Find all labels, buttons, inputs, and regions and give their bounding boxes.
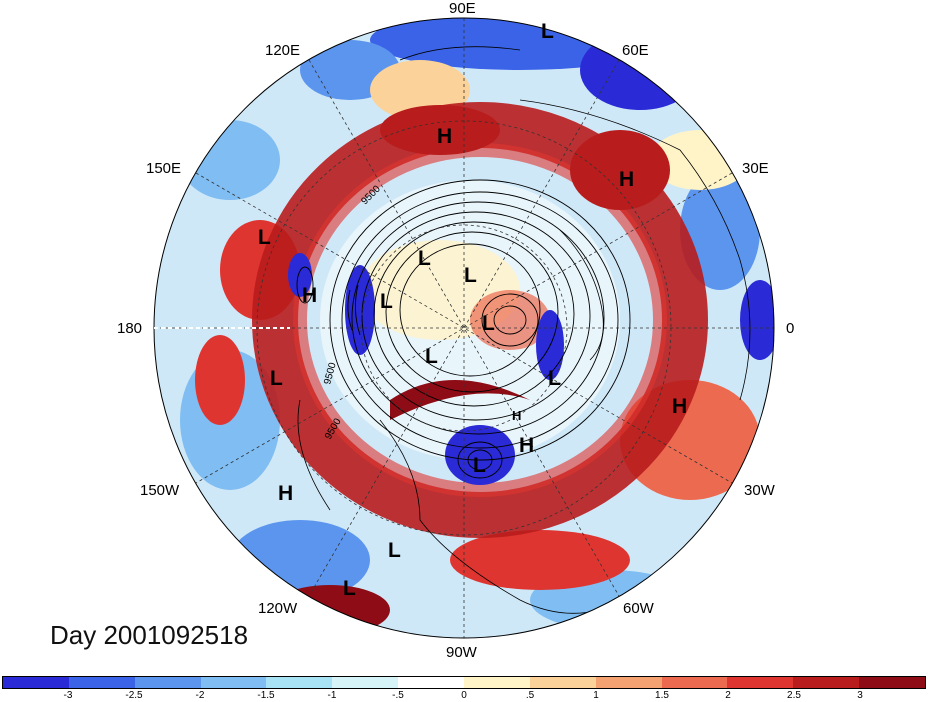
colorbar-tick-label: -2 <box>195 690 205 701</box>
lon-label-150w: 150W <box>140 482 180 499</box>
colorbar-tick-label: -2.5 <box>125 690 143 701</box>
colorbar-cell <box>134 677 201 688</box>
lon-label-120e: 120E <box>265 42 301 59</box>
graticule <box>154 18 774 638</box>
lon-label-60w: 60W <box>623 600 654 617</box>
high-center: H <box>619 168 634 191</box>
colorbar <box>2 676 926 689</box>
colorbar-cell <box>3 677 69 688</box>
high-center: H <box>437 125 452 148</box>
colorbar-tick-label: 2 <box>725 690 731 701</box>
low-center: L <box>388 539 401 562</box>
colorbar-tick-label: 2.5 <box>787 690 801 701</box>
low-center: L <box>270 367 283 390</box>
colorbar-cell <box>727 677 794 688</box>
low-center: L <box>464 264 477 287</box>
colorbar-cell <box>266 677 333 688</box>
colorbar-cell <box>859 677 926 688</box>
colorbar-cell <box>464 677 530 688</box>
colorbar-cell <box>398 677 465 688</box>
colorbar-tick-label: -1.5 <box>257 690 275 701</box>
colorbar-tick-label: 1 <box>593 690 599 701</box>
colorbar-cell <box>595 677 662 688</box>
lon-label-0: 0 <box>786 320 795 337</box>
lon-label-120w: 120W <box>258 600 298 617</box>
colorbar-cell <box>332 677 399 688</box>
day-label: Day 2001092518 <box>50 620 249 650</box>
colorbar-tick-label: 3 <box>857 690 863 701</box>
colorbar-cell <box>200 677 267 688</box>
pressure-centers: L L L L L L L L L L L L H H H H H H H <box>258 20 687 600</box>
low-center: L <box>258 226 271 249</box>
low-center: L <box>380 290 393 313</box>
coastlines <box>297 46 751 614</box>
high-center: H <box>672 395 687 418</box>
high-center: H <box>512 408 521 423</box>
low-center: L <box>482 312 495 335</box>
colorbar-tick-label: -.5 <box>392 690 404 701</box>
colorbar-cell <box>529 677 596 688</box>
low-center: L <box>425 345 438 368</box>
height-contours <box>296 179 631 479</box>
lon-label-150e: 150E <box>146 160 182 177</box>
colorbar-tick-label: 0 <box>461 690 467 701</box>
lon-label-30e: 30E <box>742 160 769 177</box>
colorbar-tick-label: 1.5 <box>655 690 669 701</box>
colorbar-cell <box>68 677 135 688</box>
colorbar-ticks: -3 -2.5 -2 -1.5 -1 -.5 0 .5 1 1.5 2 2.5 3 <box>0 690 928 702</box>
colorbar-tick-label: .5 <box>525 690 535 701</box>
lon-label-90e: 90E <box>449 0 476 17</box>
low-center: L <box>418 247 431 270</box>
high-center: H <box>519 434 534 457</box>
low-center: L <box>343 577 356 600</box>
low-center: L <box>541 20 554 43</box>
low-center: L <box>473 454 486 477</box>
high-center: H <box>278 482 293 505</box>
low-center: L <box>548 367 561 390</box>
colorbar-tick-label: -1 <box>327 690 337 701</box>
high-center: H <box>302 284 317 307</box>
lon-label-60e: 60E <box>622 42 649 59</box>
colorbar-cell <box>793 677 860 688</box>
colorbar-tick-label: -3 <box>63 690 73 701</box>
lon-label-180: 180 <box>117 320 143 337</box>
colorbar-cell <box>661 677 728 688</box>
lon-label-30w: 30W <box>744 482 775 499</box>
lon-label-90w: 90W <box>446 644 477 661</box>
